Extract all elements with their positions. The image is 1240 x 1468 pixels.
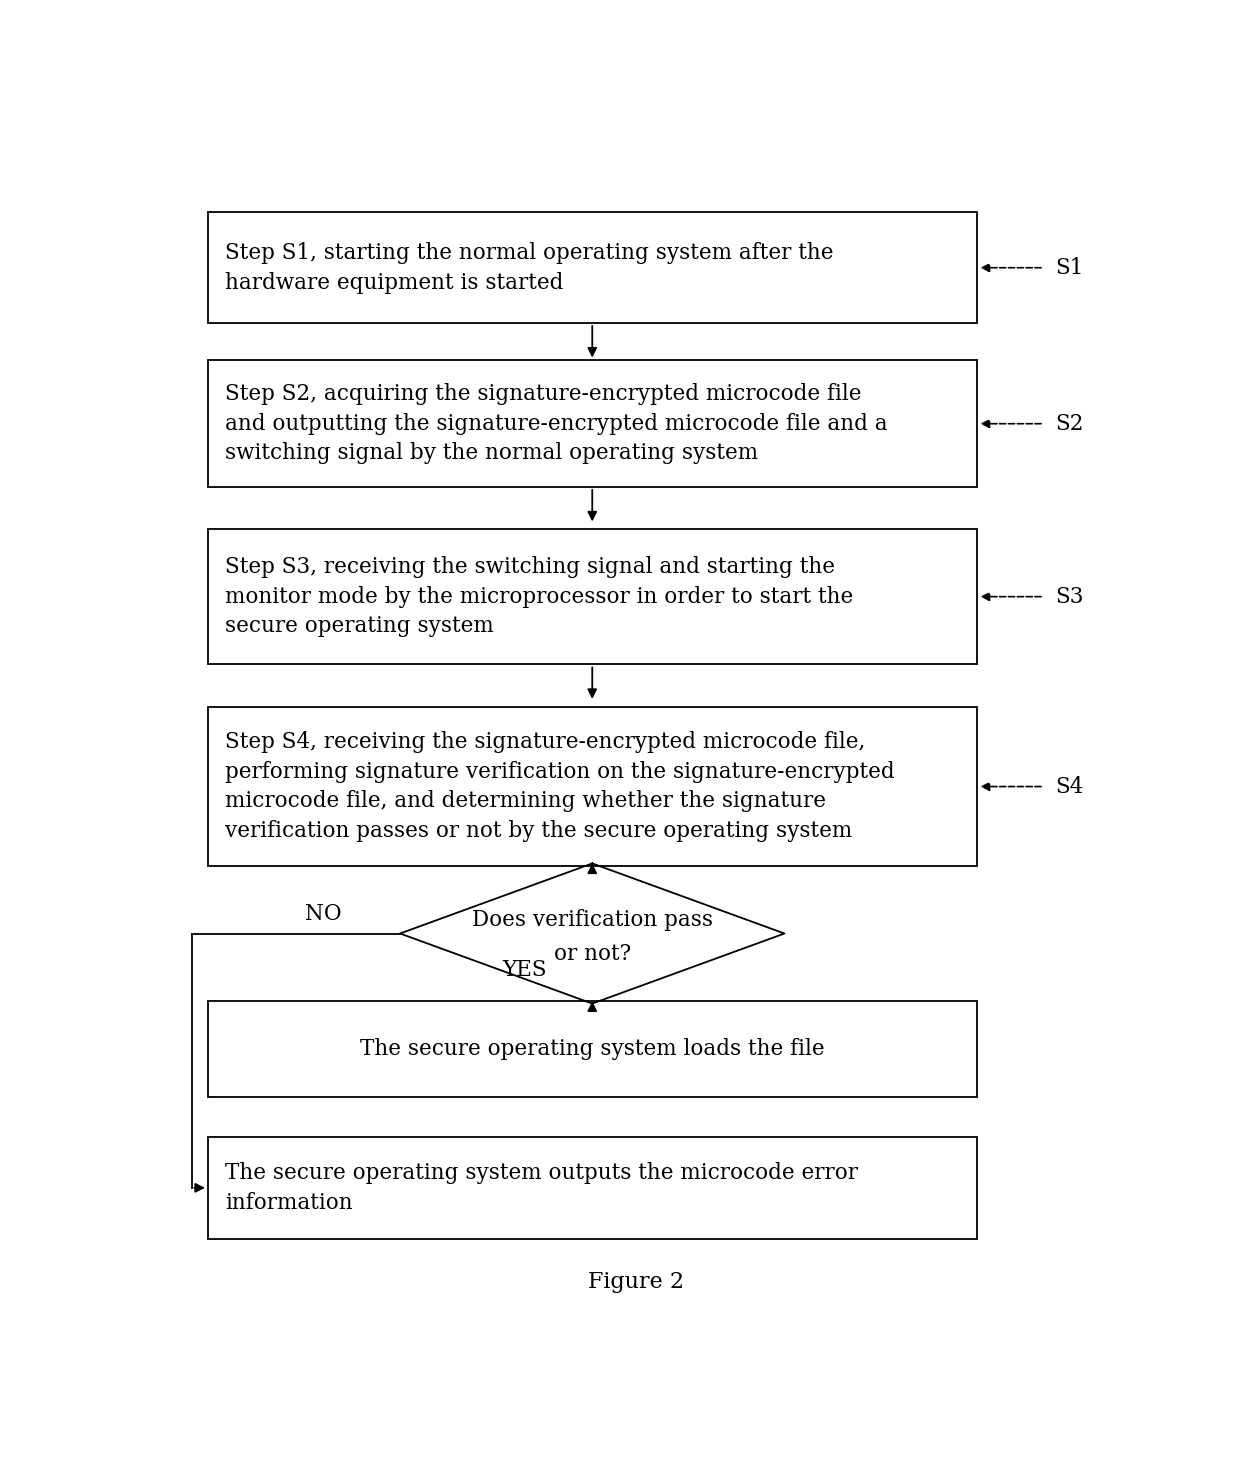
Bar: [208, 361, 977, 487]
Text: Step S1, starting the normal operating system after the
hardware equipment is st: Step S1, starting the normal operating s…: [226, 242, 833, 294]
Bar: [208, 708, 977, 866]
Text: NO: NO: [305, 903, 341, 925]
Text: S3: S3: [1055, 586, 1084, 608]
Text: Step S2, acquiring the signature-encrypted microcode file
and outputting the sig: Step S2, acquiring the signature-encrypt…: [226, 383, 888, 464]
Bar: [208, 1136, 977, 1239]
Text: S2: S2: [1055, 413, 1084, 435]
Text: Step S3, receiving the switching signal and starting the
monitor mode by the mic: Step S3, receiving the switching signal …: [226, 556, 853, 637]
Text: The secure operating system outputs the microcode error
information: The secure operating system outputs the …: [226, 1163, 858, 1214]
Bar: [208, 528, 977, 665]
Text: or not?: or not?: [554, 942, 631, 964]
Text: YES: YES: [502, 959, 547, 981]
Text: S4: S4: [1055, 775, 1084, 797]
Bar: [208, 1001, 977, 1098]
Text: Does verification pass: Does verification pass: [471, 909, 713, 931]
Text: S1: S1: [1055, 257, 1084, 279]
Text: Step S4, receiving the signature-encrypted microcode file,
performing signature : Step S4, receiving the signature-encrypt…: [226, 731, 895, 843]
Text: Figure 2: Figure 2: [588, 1271, 683, 1293]
Bar: [208, 213, 977, 323]
Text: The secure operating system loads the file: The secure operating system loads the fi…: [360, 1038, 825, 1060]
